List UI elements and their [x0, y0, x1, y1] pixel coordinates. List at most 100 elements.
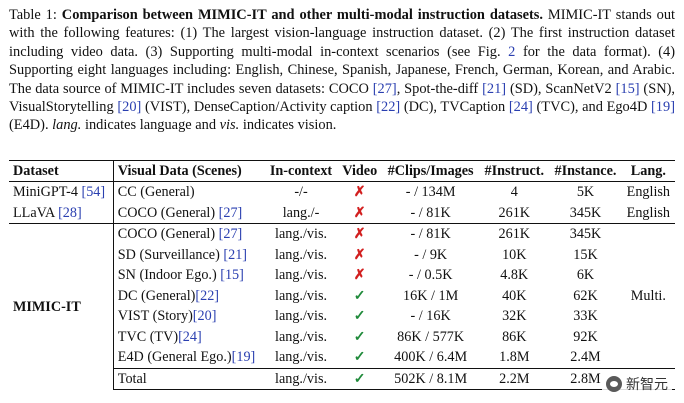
clips-cell: - / 134M: [405, 184, 456, 201]
caption-body-6: (VIST), DenseCaption/Activity caption: [145, 99, 373, 116]
caption-body-1: MIMIC-IT stands out with the following f…: [9, 7, 676, 60]
video-check-icon: ✓: [353, 349, 366, 366]
fig-ref-link[interactable]: 2: [508, 43, 516, 60]
header-dataset: Dataset: [13, 163, 59, 179]
visual-cell: VIST (Story)[20]: [112, 306, 265, 327]
table-row-mimic-e4d: E4D (General Ego.)[19] lang./vis. ✓ 400K…: [9, 347, 675, 368]
header-clips-images: #Clips/Images: [387, 163, 474, 179]
ref-link[interactable]: [54]: [81, 184, 106, 201]
clips-cell: 502K / 8.1M: [381, 367, 480, 390]
table-row-mimic-dc: DC (General)[22] lang./vis. ✓ 16K / 1M 4…: [9, 285, 675, 306]
ref-link[interactable]: [27]: [218, 204, 243, 221]
table-row-mimic-sd: SD (Surveillance) [21] lang./vis. ✗ - / …: [9, 244, 675, 265]
header-lang: Lang.: [630, 163, 666, 179]
visual-cell: COCO (General) [27]: [112, 202, 265, 224]
ref-link[interactable]: [19]: [231, 349, 256, 366]
instance-cell: 92K: [573, 328, 598, 345]
ref-vist-link[interactable]: [20]: [117, 99, 142, 116]
caption-label: Table 1:: [9, 7, 57, 23]
ref-link[interactable]: [15]: [220, 267, 244, 284]
lang-cell: English: [626, 204, 671, 221]
caption-body-5: (SN), VisualStorytelling: [9, 80, 675, 116]
ref-tvc-link[interactable]: [24]: [508, 99, 533, 116]
instance-cell: 6K: [576, 267, 595, 284]
incontext-cell: lang./vis.: [275, 308, 328, 325]
instruct-cell: 1.8M: [499, 349, 530, 366]
dataset-cell: MiniGPT-4 [54]: [13, 184, 106, 201]
video-check-icon: ✓: [353, 328, 366, 345]
clips-cell: - / 81K: [410, 204, 451, 221]
dataset-cell: LLaVA [28]: [13, 204, 82, 221]
instruct-cell: 261K: [479, 223, 550, 245]
incontext-cell: lang./vis.: [275, 287, 328, 304]
visual-cell: SN (Indoor Ego.) [15]: [112, 265, 265, 286]
lang-abbrev: lang.: [52, 117, 82, 134]
incontext-cell: lang./vis.: [275, 349, 328, 366]
ref-link[interactable]: [21]: [223, 246, 248, 263]
instance-cell: 5K: [576, 184, 595, 201]
table-row-mimic-tvc: TVC (TV)[24] lang./vis. ✓ 86K / 577K 86K…: [9, 326, 675, 347]
header-instruct: #Instruct.: [484, 163, 545, 179]
visual-cell: SD (Surveillance) [21]: [112, 244, 265, 265]
incontext-cell: lang./vis.: [275, 328, 328, 345]
caption-title: Comparison between MIMIC-IT and other mu…: [61, 7, 543, 23]
visual-cell: COCO (General) [27]: [112, 223, 265, 245]
ref-link[interactable]: [28]: [58, 204, 82, 221]
incontext-cell: -/-: [294, 184, 308, 201]
incontext-cell: lang./vis.: [275, 246, 328, 263]
ref-sd-link[interactable]: [21]: [482, 80, 507, 97]
visual-cell: E4D (General Ego.)[19]: [112, 347, 265, 368]
ref-link[interactable]: [22]: [195, 287, 220, 304]
ref-sn-link[interactable]: [15]: [615, 80, 640, 97]
instance-cell: 62K: [573, 287, 598, 304]
instance-cell: 15K: [573, 246, 598, 263]
video-check-icon: ✓: [353, 287, 366, 304]
lang-cell: English: [626, 184, 671, 201]
video-check-icon: ✓: [337, 367, 382, 390]
clips-cell: - / 16K: [410, 308, 451, 325]
instruct-cell: 4: [510, 184, 518, 201]
incontext-cell: lang./-: [282, 204, 320, 221]
video-cross-icon: ✗: [353, 246, 366, 263]
wechat-logo-icon: [606, 376, 622, 392]
instruct-cell: 261K: [498, 204, 531, 221]
video-check-icon: ✓: [353, 308, 366, 325]
total-label: Total: [112, 367, 265, 390]
clips-cell: - / 81K: [381, 223, 480, 245]
ref-link[interactable]: [24]: [178, 328, 202, 345]
instruct-cell: 32K: [502, 308, 527, 325]
mimic-lang-cell: Multi.: [621, 223, 675, 368]
caption-body-10: indicates language and: [84, 117, 217, 134]
header-video: Video: [342, 163, 378, 179]
header-in-context: In-context: [269, 163, 333, 179]
ref-dc-link[interactable]: [22]: [376, 99, 401, 116]
instruct-cell: 40K: [502, 287, 527, 304]
caption-body-2: for the data format). (4) Supporting eig…: [9, 43, 676, 97]
table-header-row: Dataset Visual Data (Scenes) In-context …: [9, 160, 675, 182]
table-row-mimic-vist: VIST (Story)[20] lang./vis. ✓ - / 16K 32…: [9, 306, 675, 327]
watermark-text: 新智元: [626, 377, 668, 393]
visual-cell: CC (General): [112, 181, 265, 203]
table-caption: Table 1: Comparison between MIMIC-IT and…: [9, 6, 675, 135]
clips-cell: 16K / 1M: [403, 287, 459, 304]
comparison-table-wrapper: Dataset Visual Data (Scenes) In-context …: [9, 160, 675, 390]
ref-coco-link[interactable]: [27]: [372, 80, 397, 97]
instruct-cell: 86K: [502, 328, 527, 345]
ref-e4d-link[interactable]: [19]: [651, 99, 675, 116]
clips-cell: - / 0.5K: [408, 267, 453, 284]
caption-body-7: (DC), TVCaption: [403, 99, 506, 116]
incontext-cell: lang./vis.: [275, 267, 328, 284]
table-row-mimic-coco: MIMIC-IT COCO (General) [27] lang./vis. …: [9, 223, 675, 390]
video-cross-icon: ✗: [353, 267, 366, 284]
visual-cell: TVC (TV)[24]: [112, 326, 265, 347]
caption-body-9: (E4D).: [9, 117, 49, 134]
ref-link[interactable]: [20]: [192, 308, 217, 325]
visual-cell: DC (General)[22]: [112, 285, 265, 306]
comparison-table: Dataset Visual Data (Scenes) In-context …: [9, 160, 675, 390]
instruct-cell: 2.2M: [479, 367, 550, 390]
caption-body-4: (SD), ScanNetV2: [509, 80, 612, 97]
ref-link[interactable]: [27]: [218, 226, 243, 243]
clips-cell: 86K / 577K: [397, 328, 465, 345]
video-cross-icon: ✗: [353, 204, 366, 221]
instance-cell: 345K: [569, 204, 602, 221]
